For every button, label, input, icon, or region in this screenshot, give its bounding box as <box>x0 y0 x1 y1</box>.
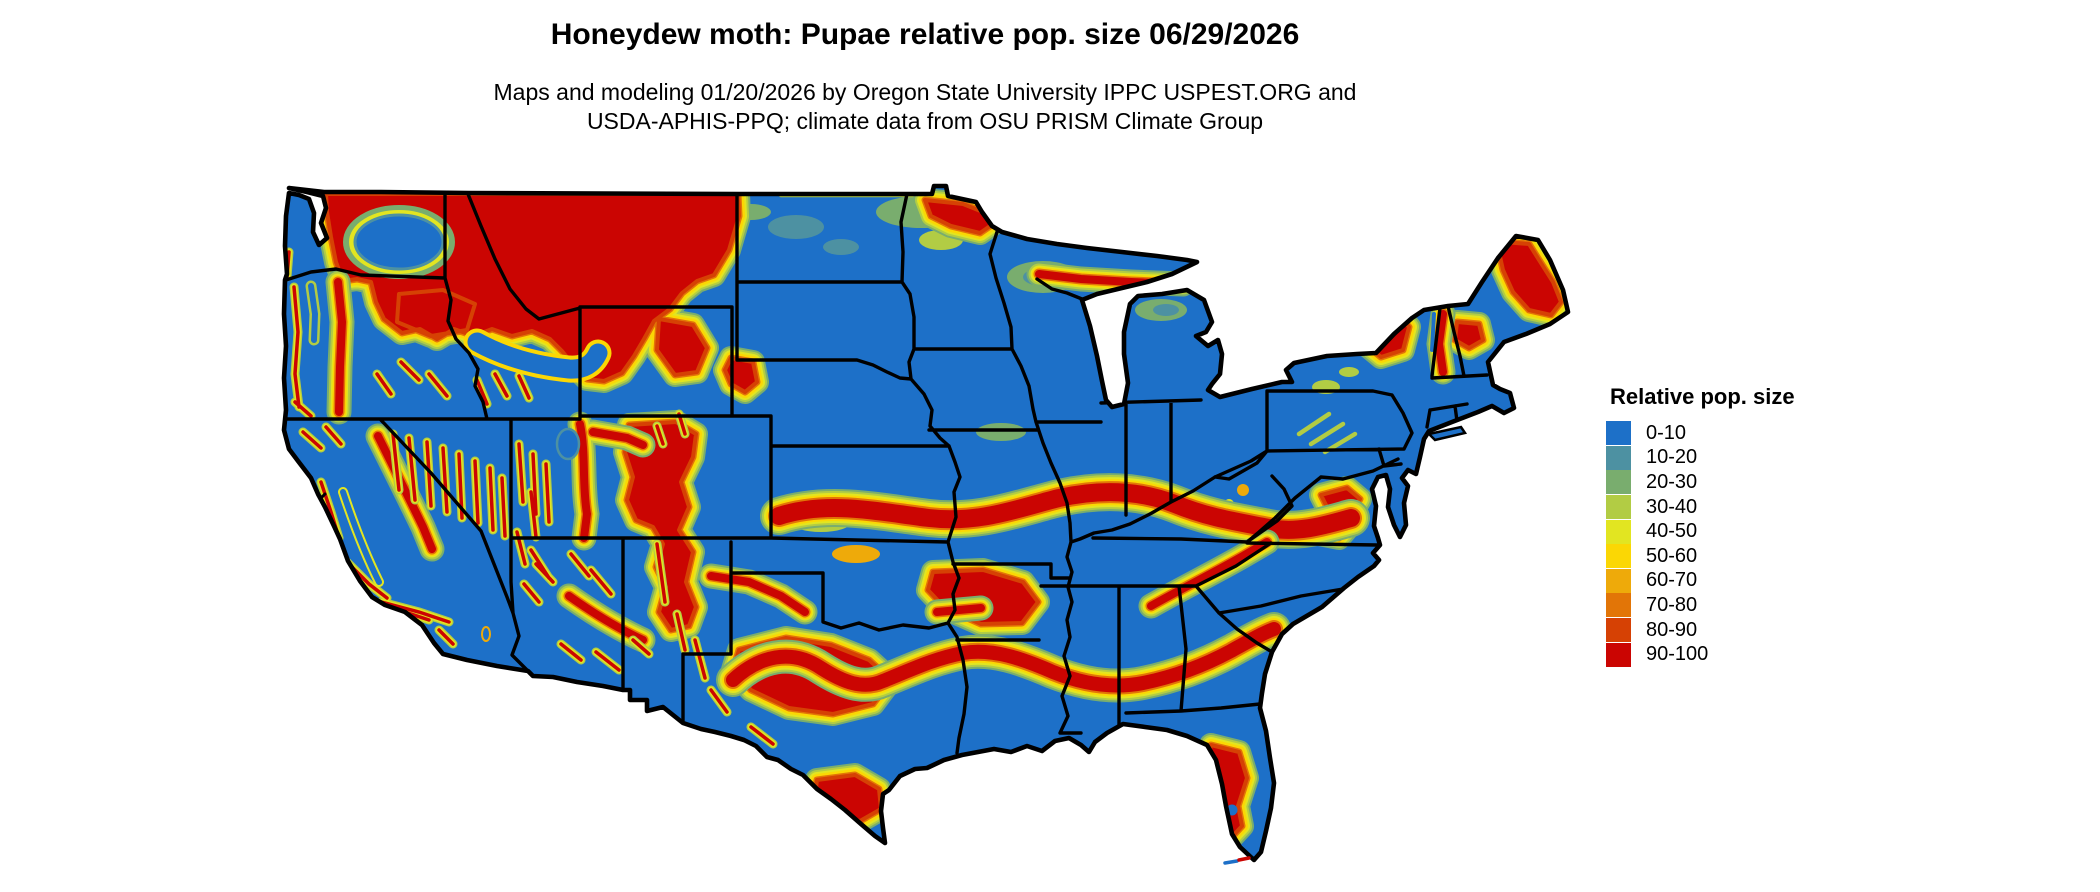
us-map <box>281 182 1576 888</box>
legend-item: 10-20 <box>1606 445 1795 471</box>
state-borders-layer <box>284 192 1489 755</box>
legend-label: 60-70 <box>1646 569 1698 592</box>
legend-swatch <box>1606 544 1631 569</box>
legend-label: 40-50 <box>1646 520 1698 543</box>
us-choropleth-svg <box>281 182 1576 865</box>
legend-label: 20-30 <box>1646 470 1698 493</box>
legend-swatch <box>1606 642 1631 667</box>
legend-item: 0-10 <box>1606 421 1795 446</box>
legend-swatch <box>1606 618 1631 643</box>
legend-label: 30-40 <box>1646 495 1698 518</box>
legend-swatch <box>1606 421 1631 446</box>
legend-swatch <box>1606 470 1631 495</box>
legend-label: 70-80 <box>1646 593 1698 616</box>
legend-item: 40-50 <box>1606 519 1795 544</box>
map-subtitle-line2: USDA-APHIS-PPQ; climate data from OSU PR… <box>586 108 1264 135</box>
legend-label: 10-20 <box>1646 446 1698 469</box>
islands <box>1223 425 1468 865</box>
legend-item: 50-60 <box>1606 544 1795 569</box>
blue-basins <box>305 205 1436 816</box>
legend-label: 90-100 <box>1646 643 1709 666</box>
legend-swatch <box>1606 495 1631 520</box>
legend-label: 0-10 <box>1646 421 1687 444</box>
title-block: Honeydew moth: Pupae relative pop. size … <box>0 0 1850 137</box>
legend-item: 60-70 <box>1606 568 1795 594</box>
legend-label: 80-90 <box>1646 618 1698 641</box>
legend-title: Relative pop. size <box>1610 384 1795 409</box>
map-color-layers <box>284 186 1568 860</box>
legend-item: 70-80 <box>1606 593 1795 618</box>
legend-swatch <box>1606 519 1631 544</box>
legend-item: 30-40 <box>1606 495 1795 520</box>
legend-label: 50-60 <box>1646 544 1698 567</box>
map-subtitle-line1: Maps and modeling 01/20/2026 by Oregon S… <box>493 79 1357 105</box>
legend-item: 20-30 <box>1606 470 1795 495</box>
legend-items: 0-10 10-20 20-30 30-40 40-50 50-60 60-70 70-80 8… <box>1606 421 1795 667</box>
legend-item: 90-100 <box>1606 642 1795 667</box>
legend-swatch <box>1606 568 1631 593</box>
map-subtitle: Maps and modeling 01/20/2026 by Oregon S… <box>0 78 1850 137</box>
legend: Relative pop. size 0-10 10-20 20-30 30-40 40… <box>1606 384 1795 667</box>
map-title: Honeydew moth: Pupae relative pop. size … <box>550 18 1300 51</box>
legend-swatch <box>1606 593 1631 618</box>
legend-swatch <box>1606 445 1631 470</box>
legend-item: 80-90 <box>1606 618 1795 643</box>
